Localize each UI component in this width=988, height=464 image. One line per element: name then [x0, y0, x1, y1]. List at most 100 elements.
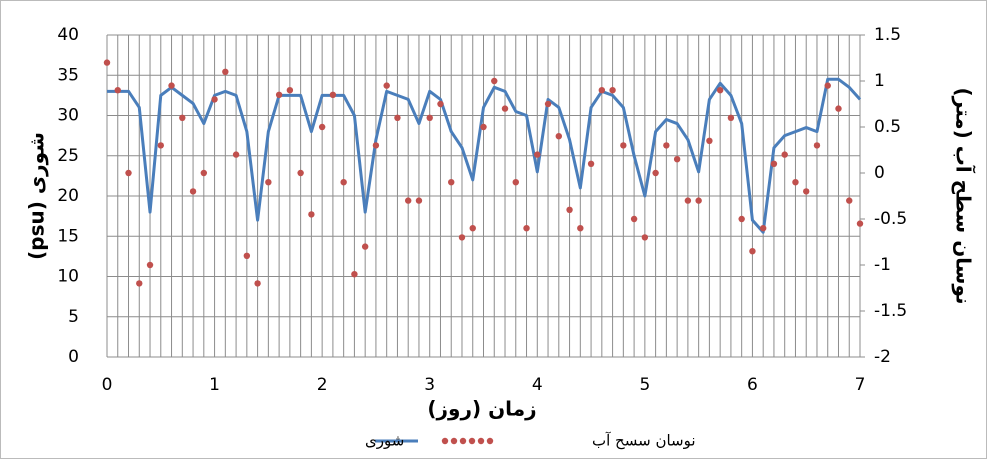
- data-dot: [781, 151, 788, 158]
- data-dot: [318, 123, 326, 131]
- y-tick-label: 5: [68, 307, 79, 327]
- data-dot: [813, 142, 821, 149]
- data-dot: [480, 123, 487, 131]
- data-dot: [297, 169, 304, 177]
- x-tick-label: 4: [532, 375, 543, 395]
- data-dot: [469, 225, 476, 232]
- legend-swatch-dot: [477, 437, 485, 445]
- data-dot: [587, 160, 595, 167]
- data-dot: [157, 142, 164, 149]
- data-dot: [179, 114, 186, 122]
- data-dot: [415, 197, 423, 204]
- data-dot: [824, 82, 831, 89]
- data-dot: [458, 234, 466, 241]
- data-dot: [695, 197, 702, 204]
- grid: [106, 34, 865, 358]
- data-dot: [103, 59, 111, 66]
- x-tick-label: 5: [639, 375, 650, 395]
- data-dot: [684, 197, 692, 204]
- legend-swatch-dot: [486, 437, 494, 445]
- data-dot: [437, 100, 444, 108]
- data-dot: [329, 91, 337, 99]
- y2-tick-label: 0.5: [874, 117, 901, 137]
- data-dot: [114, 87, 121, 94]
- data-dot: [716, 87, 724, 94]
- legend-label: نوسان سسح آب: [592, 432, 696, 450]
- data-dot: [275, 91, 283, 99]
- data-dot: [652, 169, 659, 177]
- x-tick-label: 2: [317, 375, 328, 395]
- data-dot: [426, 114, 433, 122]
- y-tick-label: 10: [57, 267, 79, 287]
- data-dot: [308, 211, 315, 218]
- data-dot: [448, 179, 455, 186]
- y-tick-label: 15: [57, 226, 79, 246]
- data-dot: [361, 243, 369, 250]
- data-dot: [523, 225, 530, 232]
- data-dot: [168, 82, 175, 89]
- legend-label: شوری: [365, 432, 404, 450]
- y2-tick-label: -1.5: [874, 301, 907, 321]
- data-dot: [200, 169, 208, 177]
- y-tick-label: 30: [57, 106, 79, 126]
- x-tick-label: 7: [855, 375, 866, 395]
- data-dot: [749, 248, 756, 255]
- data-dot: [243, 252, 251, 259]
- data-dot: [727, 114, 735, 122]
- y-axis-title: شوری (psu): [25, 132, 49, 260]
- legend-swatch-dot: [459, 437, 467, 445]
- data-dot: [630, 215, 638, 223]
- y-tick-label: 0: [68, 347, 79, 367]
- y2-tick-label: -2: [874, 347, 891, 367]
- data-dot: [265, 179, 272, 186]
- x-tick-label: 1: [209, 375, 220, 395]
- data-dot: [673, 156, 681, 163]
- data-dot: [598, 87, 606, 94]
- x-tick-label: 6: [747, 375, 758, 395]
- data-dot: [609, 87, 616, 94]
- data-dot: [211, 96, 218, 103]
- data-dot: [706, 137, 713, 144]
- y2-tick-label: -0.5: [874, 209, 907, 229]
- data-dot: [759, 225, 767, 232]
- marks: [103, 59, 864, 287]
- x-tick-label: 0: [102, 375, 113, 395]
- data-dot: [803, 188, 810, 195]
- data-dot: [405, 197, 412, 204]
- data-dot: [620, 142, 627, 149]
- data-dot: [125, 169, 132, 177]
- y2-tick-label: -1: [874, 255, 891, 275]
- y2-tick-label: 1: [874, 71, 885, 91]
- x-axis-title: زمان (روز): [427, 397, 536, 421]
- data-dot: [189, 188, 197, 195]
- legend-swatch-dot: [450, 437, 458, 445]
- data-dot: [577, 225, 584, 232]
- data-dot: [792, 179, 799, 186]
- y2-tick-label: 0: [874, 163, 885, 183]
- data-dot: [222, 68, 229, 76]
- data-dot: [232, 151, 240, 158]
- data-dot: [254, 280, 261, 287]
- legend-swatch-dot: [468, 437, 476, 445]
- y-tick-label: 25: [57, 146, 79, 166]
- legend-swatch-dot: [441, 437, 449, 445]
- data-dot: [340, 179, 347, 186]
- x-tick-label: 3: [424, 375, 435, 395]
- data-dot: [372, 142, 380, 149]
- y2-axis-title: نوسان سطح آب (متر): [952, 88, 977, 305]
- data-dot: [641, 234, 649, 241]
- y-tick-label: 35: [57, 65, 79, 85]
- data-dot: [491, 77, 498, 85]
- data-dot: [856, 220, 864, 227]
- data-dot: [846, 197, 853, 204]
- data-dot: [501, 105, 509, 112]
- data-line: [107, 77, 862, 234]
- data-dot: [512, 179, 519, 186]
- data-dot: [136, 280, 143, 287]
- y2-tick-label: 1.5: [874, 25, 901, 45]
- data-dot: [663, 142, 670, 149]
- data-dot: [394, 114, 401, 122]
